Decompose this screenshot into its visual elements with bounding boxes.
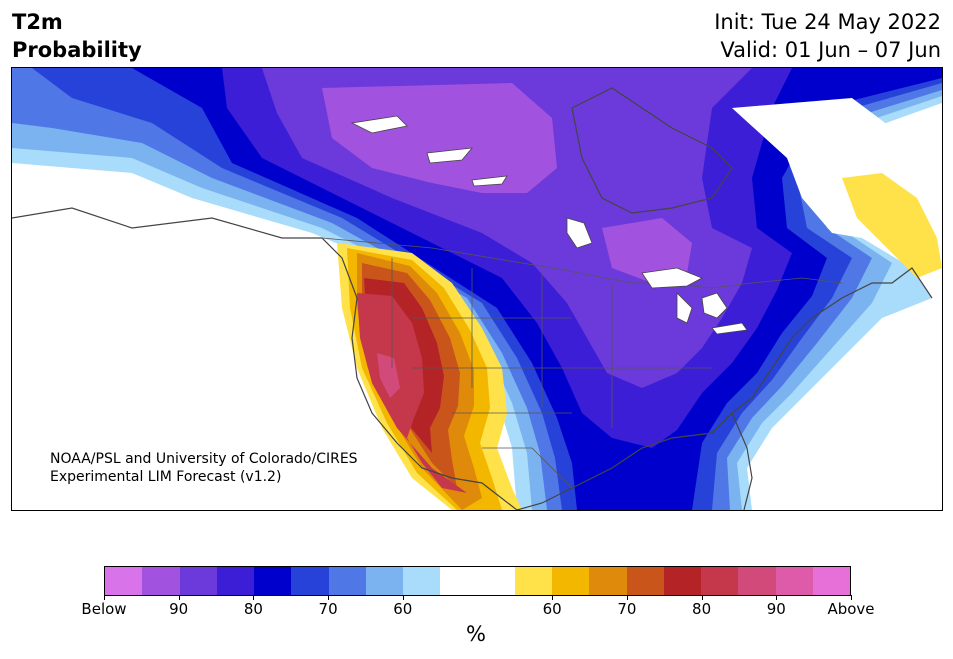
- colorbar-tick-label: 80: [243, 600, 263, 618]
- colorbar-segment: [552, 567, 590, 595]
- credit-line-2: Experimental LIM Forecast (v1.2): [50, 469, 282, 485]
- colorbar-segment: [254, 567, 292, 595]
- colorbar-tick-mark: [328, 595, 330, 600]
- init-date: Init: Tue 24 May 2022: [714, 10, 941, 34]
- colorbar-segment: [775, 567, 813, 595]
- colorbar-segment: [105, 567, 143, 595]
- valid-range: Valid: 01 Jun – 07 Jun: [720, 38, 941, 62]
- colorbar-segment: [403, 567, 441, 595]
- colorbar: [104, 566, 851, 596]
- colorbar-tick-mark: [253, 595, 255, 600]
- map-canvas: [12, 68, 942, 510]
- colorbar-tick-mark: [178, 595, 180, 600]
- colorbar-tick-label: 90: [169, 600, 189, 618]
- colorbar-tick-mark: [701, 595, 703, 600]
- colorbar-tick-label: 70: [318, 600, 338, 618]
- colorbar-segment: [291, 567, 329, 595]
- colorbar-segment: [663, 567, 701, 595]
- warm-probability-field: [337, 243, 522, 510]
- colorbar-segment: [514, 567, 552, 595]
- colorbar-tick-mark: [552, 595, 554, 600]
- map-title: T2m Probability: [12, 8, 142, 64]
- colorbar-unit: %: [466, 622, 486, 646]
- coastlines: [12, 87, 933, 510]
- colorbar-tick-mark: [104, 595, 105, 600]
- colorbar-tick-mark: [851, 595, 852, 600]
- title-product: Probability: [12, 38, 142, 62]
- colorbar-segment: [477, 567, 515, 595]
- title-variable: T2m: [12, 10, 63, 34]
- colorbar-tick-label: 70: [617, 600, 637, 618]
- colorbar-segment: [701, 567, 739, 595]
- colorbar-segment: [365, 567, 403, 595]
- colorbar-segment: [216, 567, 254, 595]
- colorbar-tick-label: 90: [766, 600, 786, 618]
- colorbar-tick-label: Below: [81, 600, 127, 618]
- forecast-credit: NOAA/PSL and University of Colorado/CIRE…: [50, 450, 358, 486]
- colorbar-tick-label: 60: [542, 600, 562, 618]
- colorbar-segment: [589, 567, 627, 595]
- colorbar-tick-mark: [776, 595, 778, 600]
- colorbar-segment: [328, 567, 366, 595]
- cold-probability-field: [12, 68, 942, 510]
- colorbar-tick-label: Above: [827, 600, 875, 618]
- colorbar-tick-mark: [626, 595, 628, 600]
- colorbar-segment: [812, 567, 850, 595]
- colorbar-segment: [626, 567, 664, 595]
- credit-line-1: NOAA/PSL and University of Colorado/CIRE…: [50, 451, 358, 467]
- colorbar-segment: [179, 567, 217, 595]
- colorbar-segment: [738, 567, 776, 595]
- forecast-map: NOAA/PSL and University of Colorado/CIRE…: [11, 67, 943, 511]
- colorbar-tick-mark: [402, 595, 404, 600]
- great-lakes: [350, 115, 748, 335]
- colorbar-segment: [142, 567, 180, 595]
- colorbar-tick-label: 60: [393, 600, 413, 618]
- colorbar-segment: [440, 567, 478, 595]
- colorbar-tick-label: 80: [692, 600, 712, 618]
- forecast-dates: Init: Tue 24 May 2022 Valid: 01 Jun – 07…: [714, 8, 941, 64]
